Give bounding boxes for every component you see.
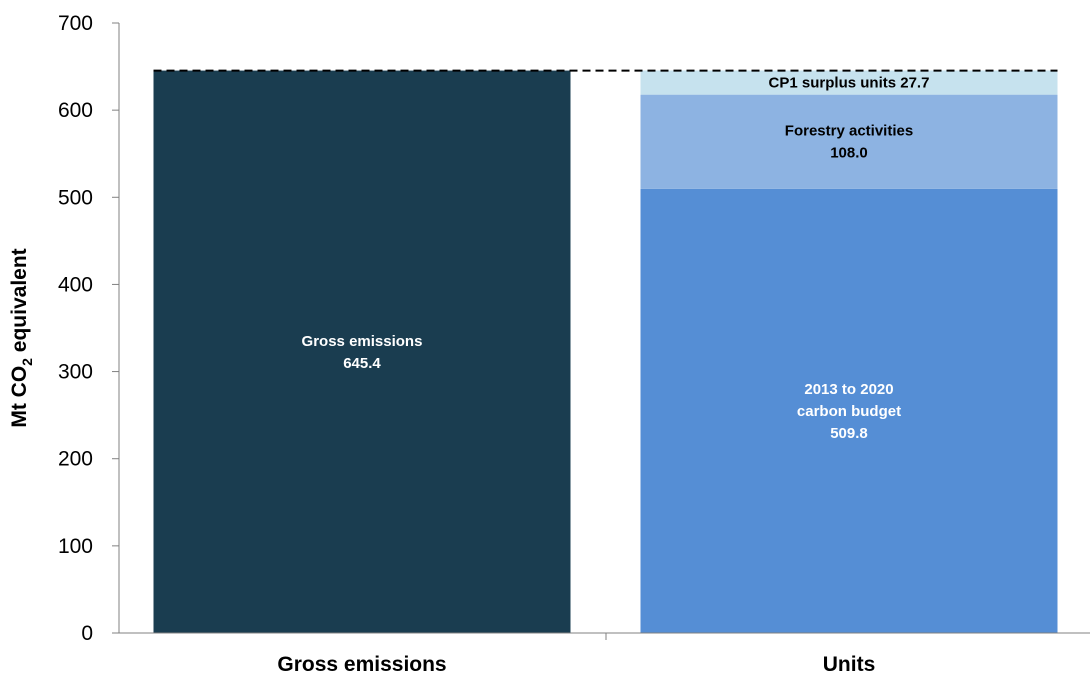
y-tick-label-8: 700 [58, 12, 93, 35]
x-category-label-2: Units [823, 653, 876, 676]
plot-area: Gross emissions 645.4 2013 to 2020 carbon b… [58, 12, 1090, 676]
y-axis-title-subscript: 2 [19, 358, 35, 366]
bar-segment-1-1 [153, 70, 571, 633]
y-tick-label-1: 0 [81, 622, 93, 645]
y-axis-title-group: Mt CO2 equivalent [8, 248, 35, 427]
data-label-1-1-2: 645.4 [343, 355, 381, 372]
data-label-2-2-1: Forestry activities [785, 123, 913, 140]
y-tick-label-5: 400 [58, 273, 93, 296]
y-tick-label-7: 600 [58, 99, 93, 122]
x-category-label-1: Gross emissions [277, 653, 446, 676]
y-tick-label-6: 500 [58, 186, 93, 209]
y-tick-label-2: 100 [58, 535, 93, 558]
data-label-2-1-1: 2013 to 2020 [804, 381, 893, 398]
data-label-2-1-3: 509.8 [830, 425, 868, 442]
data-label-2-3-1: CP1 surplus units 27.7 [769, 75, 930, 92]
y-axis-title-main: Mt CO [8, 366, 31, 428]
data-label-2-2-2: 108.0 [830, 145, 868, 162]
bar-segment-2-2 [640, 94, 1058, 189]
data-label-2-1-2: carbon budget [797, 403, 901, 420]
y-tick-label-3: 200 [58, 448, 93, 471]
bar-segment-2-1 [640, 188, 1058, 633]
y-axis-title-rest: equivalent [8, 248, 31, 358]
y-tick-label-4: 300 [58, 361, 93, 384]
data-label-1-1-1: Gross emissions [302, 333, 423, 350]
bar-segment-2-3 [640, 70, 1058, 95]
y-axis-title: Mt CO2 equivalent [8, 248, 35, 427]
